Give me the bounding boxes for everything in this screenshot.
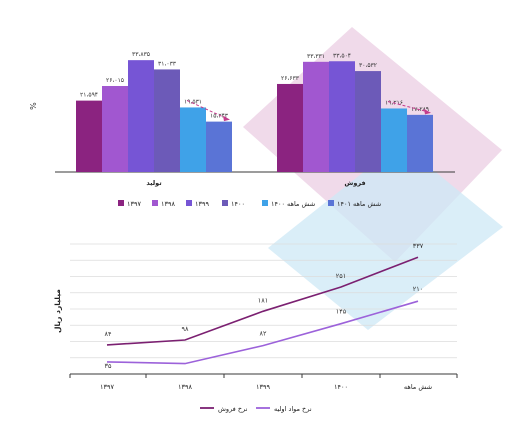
legend-label: نرخ فروش (218, 405, 248, 413)
bar-category-label: فروش (344, 179, 365, 187)
blue-diamond-shape (268, 143, 503, 330)
bar (329, 61, 355, 172)
legend-swatch (328, 200, 334, 206)
bar (355, 71, 381, 172)
line-chart: ۱۳۹۷ ۱۳۹۸ ۱۳۹۹ ۱۴۰۰ شش ماهه میلیارد ریال ۸۴ ۹۸ ۱… (53, 242, 458, 391)
legend-swatch (222, 200, 228, 206)
legend-label: نرخ مواد اولیه (274, 405, 312, 413)
bar-value-label: ۳۳،۸۳۵ (132, 51, 150, 58)
x-tick-label: شش ماهه (404, 383, 432, 391)
line-data-label: ۳۳۷ (413, 242, 424, 250)
bar-value-label: ۲۱،۵۹۴ (80, 92, 98, 99)
line-data-label: ۸۴ (105, 330, 112, 338)
line-chart-legend: نرخ فروش نرخ مواد اولیه (200, 405, 312, 413)
x-tick-label: ۱۳۹۷ (100, 383, 114, 391)
legend-label: شش ماهه ۱۴۰۰ (271, 200, 315, 208)
line-data-label: ۲۵۱ (336, 272, 346, 280)
bar-value-label: ۳۰،۵۳۲ (359, 62, 377, 69)
bar-value-label: ۳۳،۵۰۴ (333, 52, 351, 59)
line-data-label: ۲۱۰ (413, 285, 423, 293)
bar-chart: % ۲۱،۵۹۴ ۲۶،۰۱۵ ۳۳،۸۳۵ ۳۱،۰۳۳ ۱۹،۵۳۱ ۱۵،۲۴۳ تول… (29, 51, 455, 187)
legend-swatch (262, 200, 268, 206)
line-data-label: ۱۸۱ (258, 296, 268, 304)
bar (128, 60, 154, 173)
bar-chart-legend: ۱۳۹۷ ۱۳۹۸ ۱۳۹۹ ۱۴۰۰ شش ماهه ۱۴۰۰ شش ماهه ۱۴۰۱ (118, 200, 381, 208)
legend-swatch (118, 200, 124, 206)
bar (381, 108, 407, 172)
legend-label: شش ماهه ۱۴۰۱ (337, 200, 381, 208)
legend-swatch (186, 200, 192, 206)
bar-value-label: ۲۶،۶۳۳ (281, 75, 300, 82)
legend-label: ۱۳۹۸ (161, 200, 175, 208)
line-chart-ylabel: میلیارد ریال (53, 289, 62, 333)
legend-label: ۱۴۰۰ (231, 200, 245, 208)
legend-label: ۱۳۹۷ (127, 200, 141, 208)
bar-value-label: ۳۱،۰۳۳ (158, 60, 177, 67)
bar-category-label: تولید (146, 179, 161, 187)
bar (102, 86, 128, 172)
line-data-label: ۸۲ (260, 330, 267, 338)
trend-arrow-head (223, 115, 230, 122)
trend-arrow-head (424, 108, 431, 115)
x-tick-label: ۱۳۹۹ (256, 383, 270, 391)
bar-value-label: ۲۶،۰۱۵ (106, 77, 124, 84)
legend-label: ۱۳۹۹ (195, 200, 209, 208)
bar-value-label: ۱۹،۵۳۱ (184, 98, 202, 105)
bar-chart-ylabel: % (29, 102, 38, 110)
line-data-label: ۹۸ (182, 325, 189, 333)
bar (206, 121, 232, 172)
x-tick-label: ۱۳۹۸ (178, 383, 192, 391)
bar-value-label: ۳۳،۳۳۱ (307, 53, 325, 60)
trend-arrow (186, 99, 228, 120)
bar (154, 69, 180, 172)
x-tick-label: ۱۴۰۰ (334, 383, 348, 391)
bar (76, 100, 102, 172)
line-data-label: ۳۵ (105, 362, 112, 370)
bar (180, 107, 206, 172)
trend-arrow (387, 100, 429, 113)
raw-material-rate-line (106, 300, 419, 365)
line-data-label: ۱۴۵ (336, 308, 347, 316)
bar-value-label: ۱۵،۲۴۳ (210, 113, 229, 120)
sales-rate-line (106, 256, 419, 346)
legend-swatch (152, 200, 158, 206)
bar (407, 114, 433, 172)
bar (277, 83, 303, 172)
bar (303, 61, 329, 173)
